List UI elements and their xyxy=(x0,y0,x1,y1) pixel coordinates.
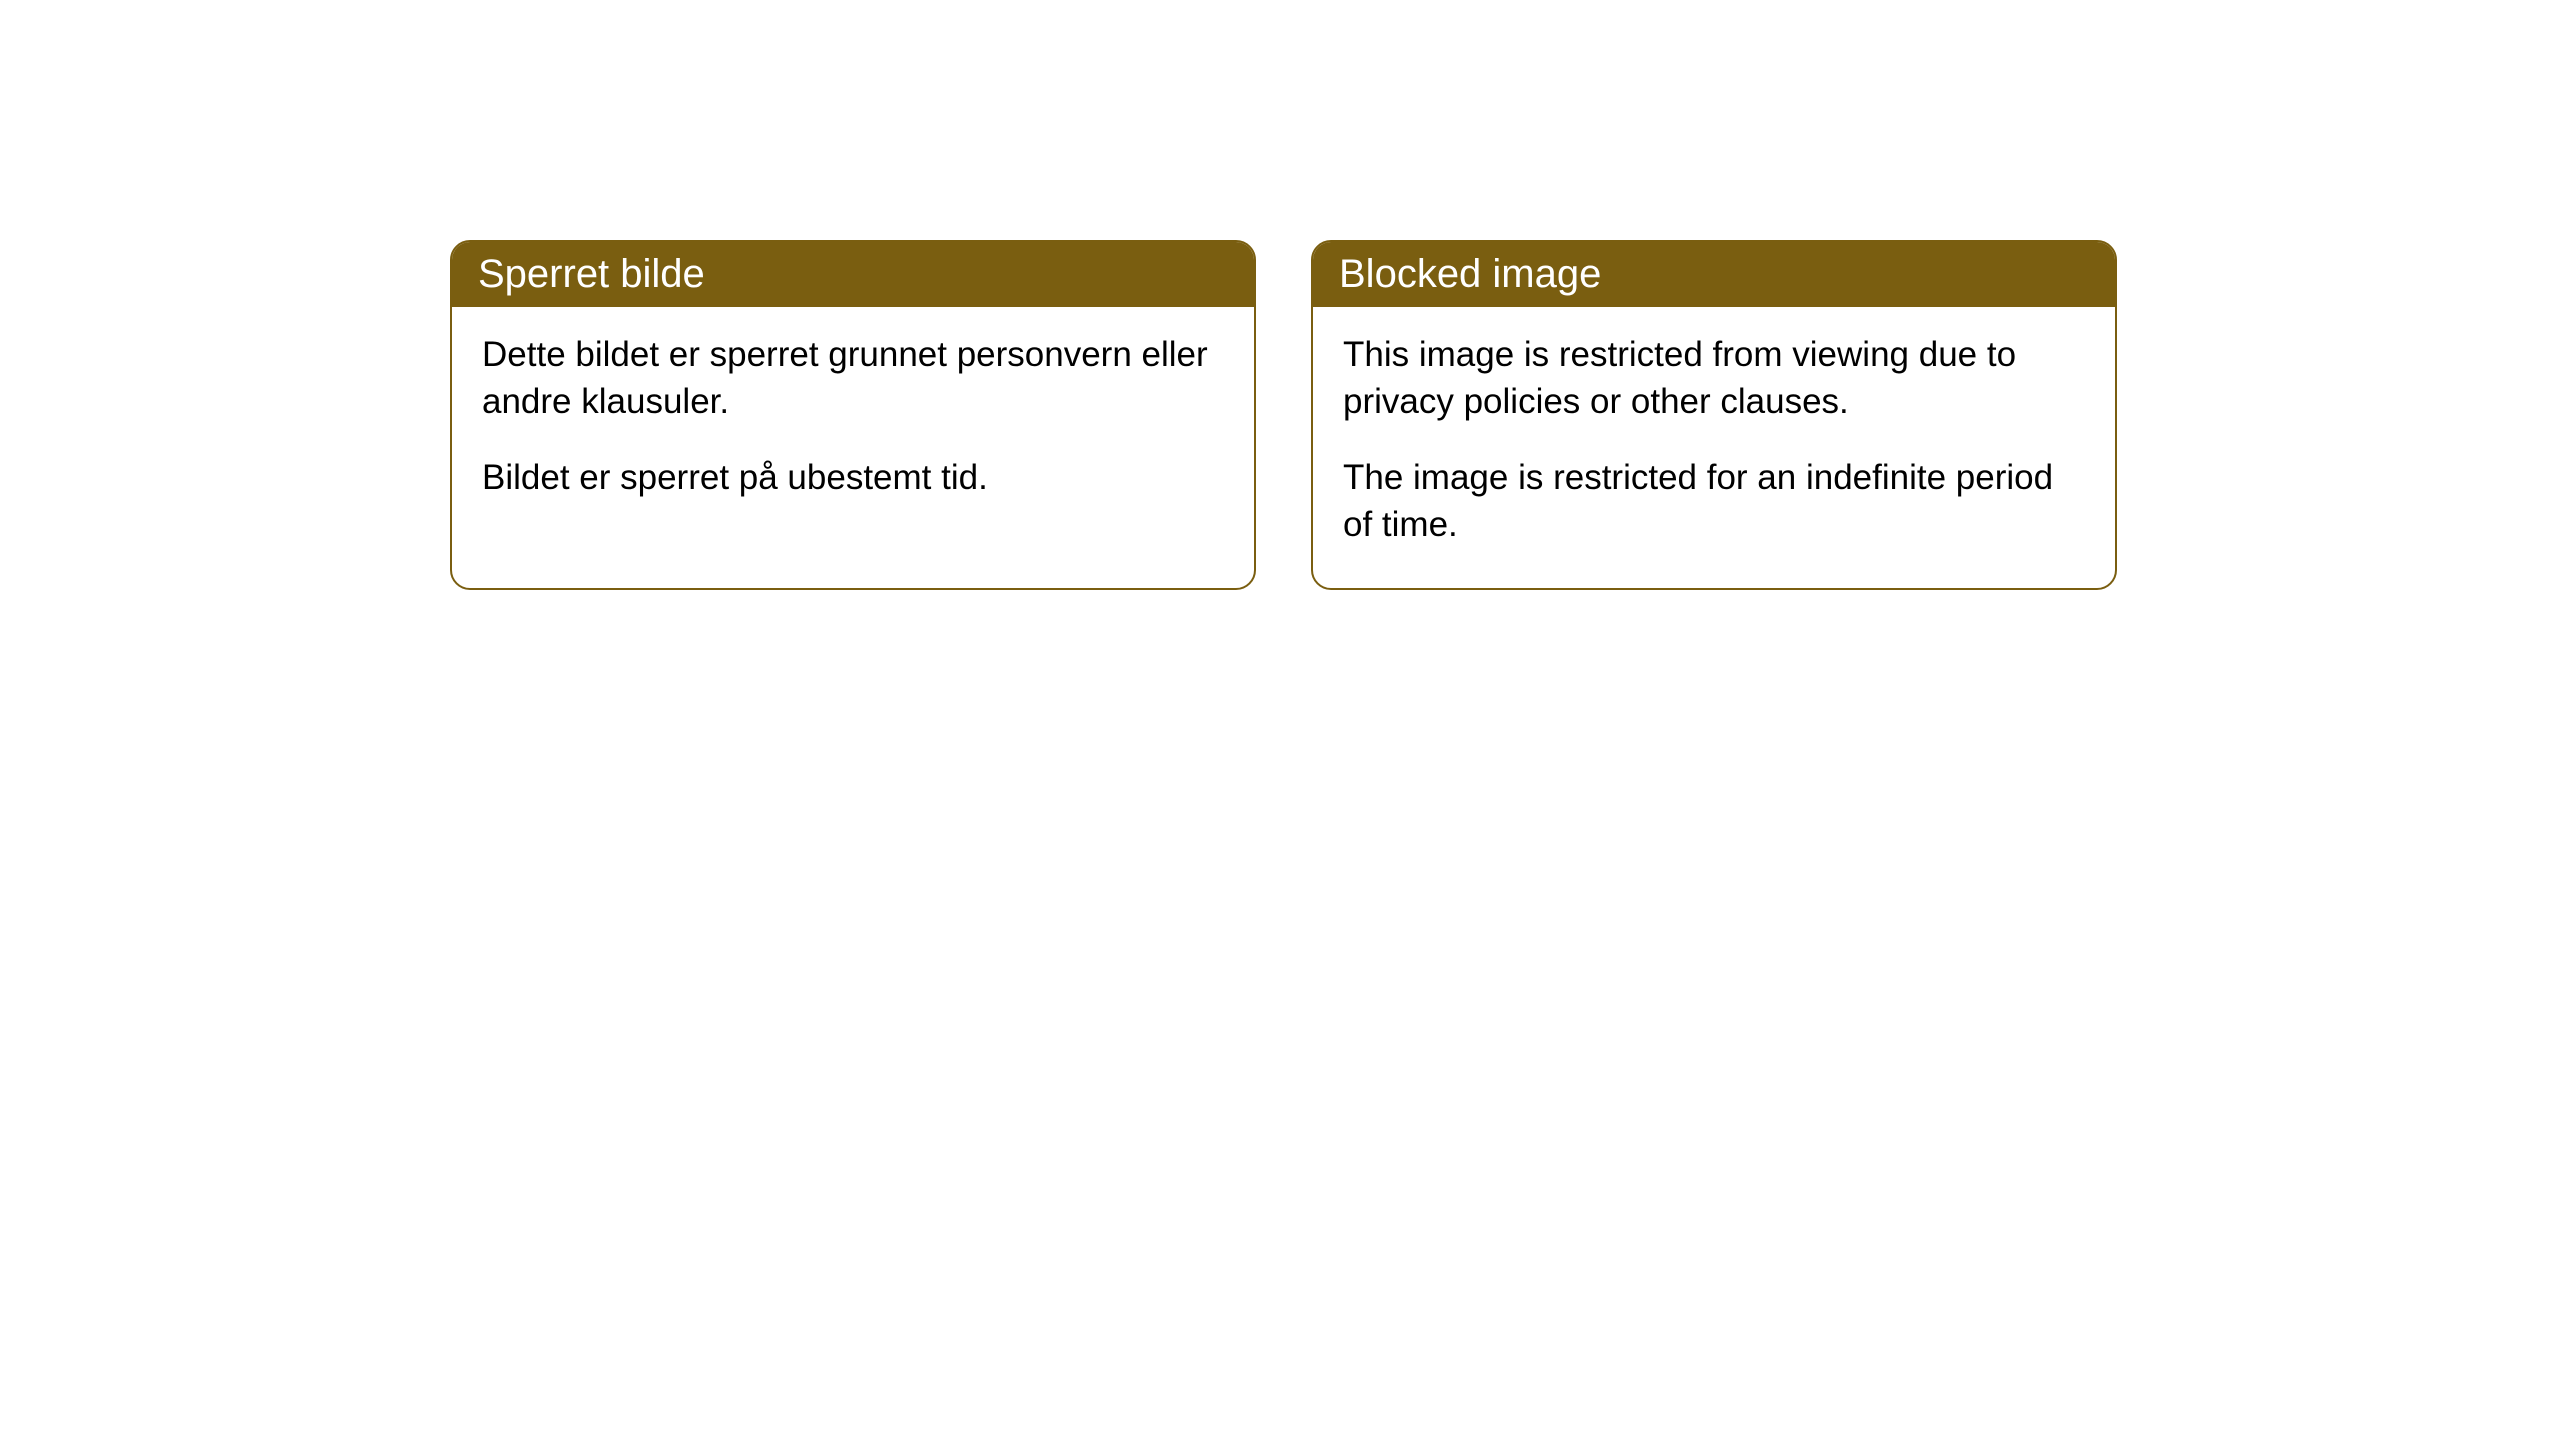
blocked-image-card-english: Blocked image This image is restricted f… xyxy=(1311,240,2117,590)
card-paragraph: Bildet er sperret på ubestemt tid. xyxy=(482,454,1224,501)
cards-container: Sperret bilde Dette bildet er sperret gr… xyxy=(450,240,2117,590)
card-header: Sperret bilde xyxy=(452,242,1254,307)
card-body: This image is restricted from viewing du… xyxy=(1313,307,2115,588)
card-header: Blocked image xyxy=(1313,242,2115,307)
blocked-image-card-norwegian: Sperret bilde Dette bildet er sperret gr… xyxy=(450,240,1256,590)
card-paragraph: The image is restricted for an indefinit… xyxy=(1343,454,2085,549)
card-paragraph: Dette bildet er sperret grunnet personve… xyxy=(482,331,1224,426)
card-paragraph: This image is restricted from viewing du… xyxy=(1343,331,2085,426)
card-title: Sperret bilde xyxy=(478,252,705,296)
card-body: Dette bildet er sperret grunnet personve… xyxy=(452,307,1254,541)
card-title: Blocked image xyxy=(1339,252,1601,296)
